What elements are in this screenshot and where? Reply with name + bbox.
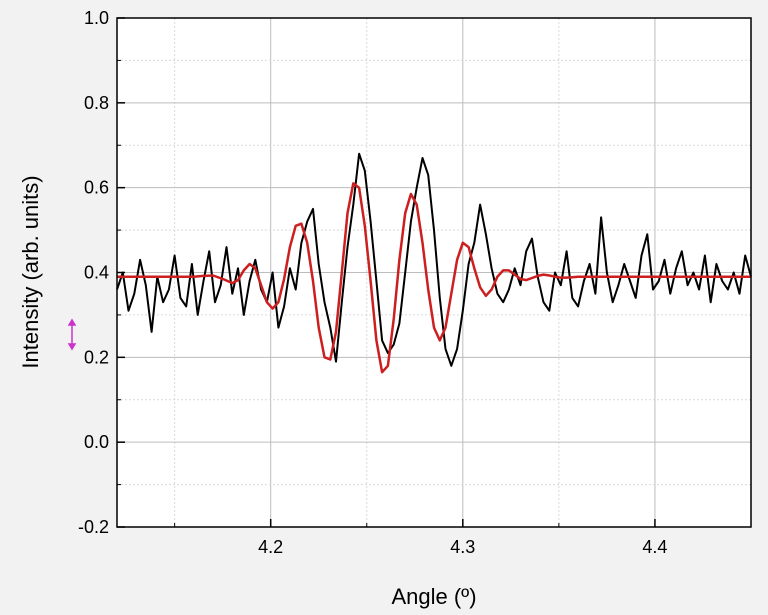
y-tick-label: 0.8 — [84, 93, 109, 113]
y-tick-labels: -0.2 0.0 0.2 0.4 0.6 0.8 1.0 — [78, 8, 109, 537]
x-tick-label: 4.3 — [450, 537, 475, 557]
x-tick-label: 4.4 — [642, 537, 667, 557]
y-tick-label: 0.2 — [84, 347, 109, 367]
y-tick-label: 0.6 — [84, 178, 109, 198]
y-tick-label: 0.4 — [84, 263, 109, 283]
x-axis-title: Angle (º) — [391, 584, 476, 609]
x-tick-labels: 4.2 4.3 4.4 — [258, 537, 667, 557]
x-tick-label: 4.2 — [258, 537, 283, 557]
y-axis-title: Intensity (arb. units) — [18, 175, 43, 368]
y-tick-label: 1.0 — [84, 8, 109, 28]
fit-curve-line — [117, 182, 751, 374]
x-tick-marks — [269, 519, 656, 527]
y-tick-label: 0.0 — [84, 432, 109, 452]
axis-break-marker — [67, 318, 77, 351]
y-tick-label: -0.2 — [78, 517, 109, 537]
series-layer — [116, 152, 752, 374]
measured-data-line — [116, 152, 752, 367]
y-tick-marks — [117, 17, 125, 528]
